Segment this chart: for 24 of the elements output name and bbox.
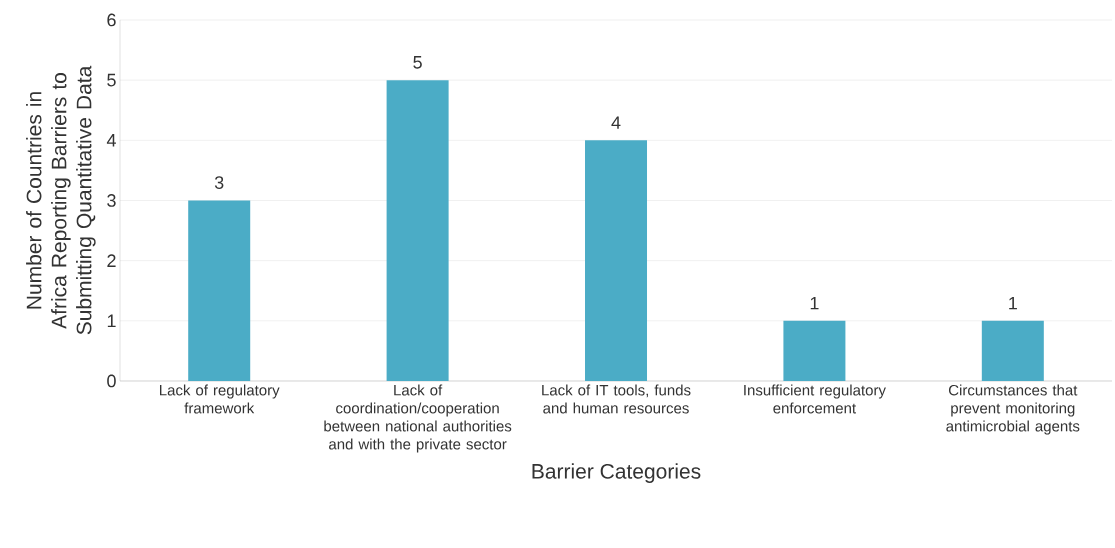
bar <box>981 320 1044 381</box>
data-label: 1 <box>810 296 819 310</box>
bar <box>188 200 251 381</box>
y-tick-label: 5 <box>107 73 116 87</box>
y-tick-label: 4 <box>106 134 116 147</box>
y-tick-label: 6 <box>107 13 116 27</box>
x-axis-title: Barrier Categories <box>532 463 701 483</box>
data-label: 4 <box>611 116 621 129</box>
y-tick-label: 3 <box>107 194 116 207</box>
bar <box>386 80 449 381</box>
x-tick-label: Lack of coordination/cooperation between national authorities and with the private sector <box>324 384 512 453</box>
y-axis-title: Number of Countries in Africa Reporting Barriers to Submitting Quantitative Data <box>26 65 96 335</box>
bar <box>783 320 846 381</box>
data-label: 1 <box>1009 296 1017 310</box>
y-tick-label: 0 <box>107 374 116 388</box>
x-tick-label: Lack of regulatory framework <box>160 384 280 414</box>
y-tick-label: 2 <box>107 254 116 267</box>
x-tick-label: Insufficient regulatory enforcement <box>744 384 886 414</box>
x-tick-label: Lack of IT tools, funds and human resources <box>542 384 691 414</box>
bar <box>585 140 648 381</box>
x-tick-label: Circumstances that prevent monitoring antimicrobial agents <box>946 384 1080 435</box>
data-label: 5 <box>413 56 422 69</box>
data-label: 3 <box>214 176 224 189</box>
y-tick-label: 1 <box>107 314 116 328</box>
